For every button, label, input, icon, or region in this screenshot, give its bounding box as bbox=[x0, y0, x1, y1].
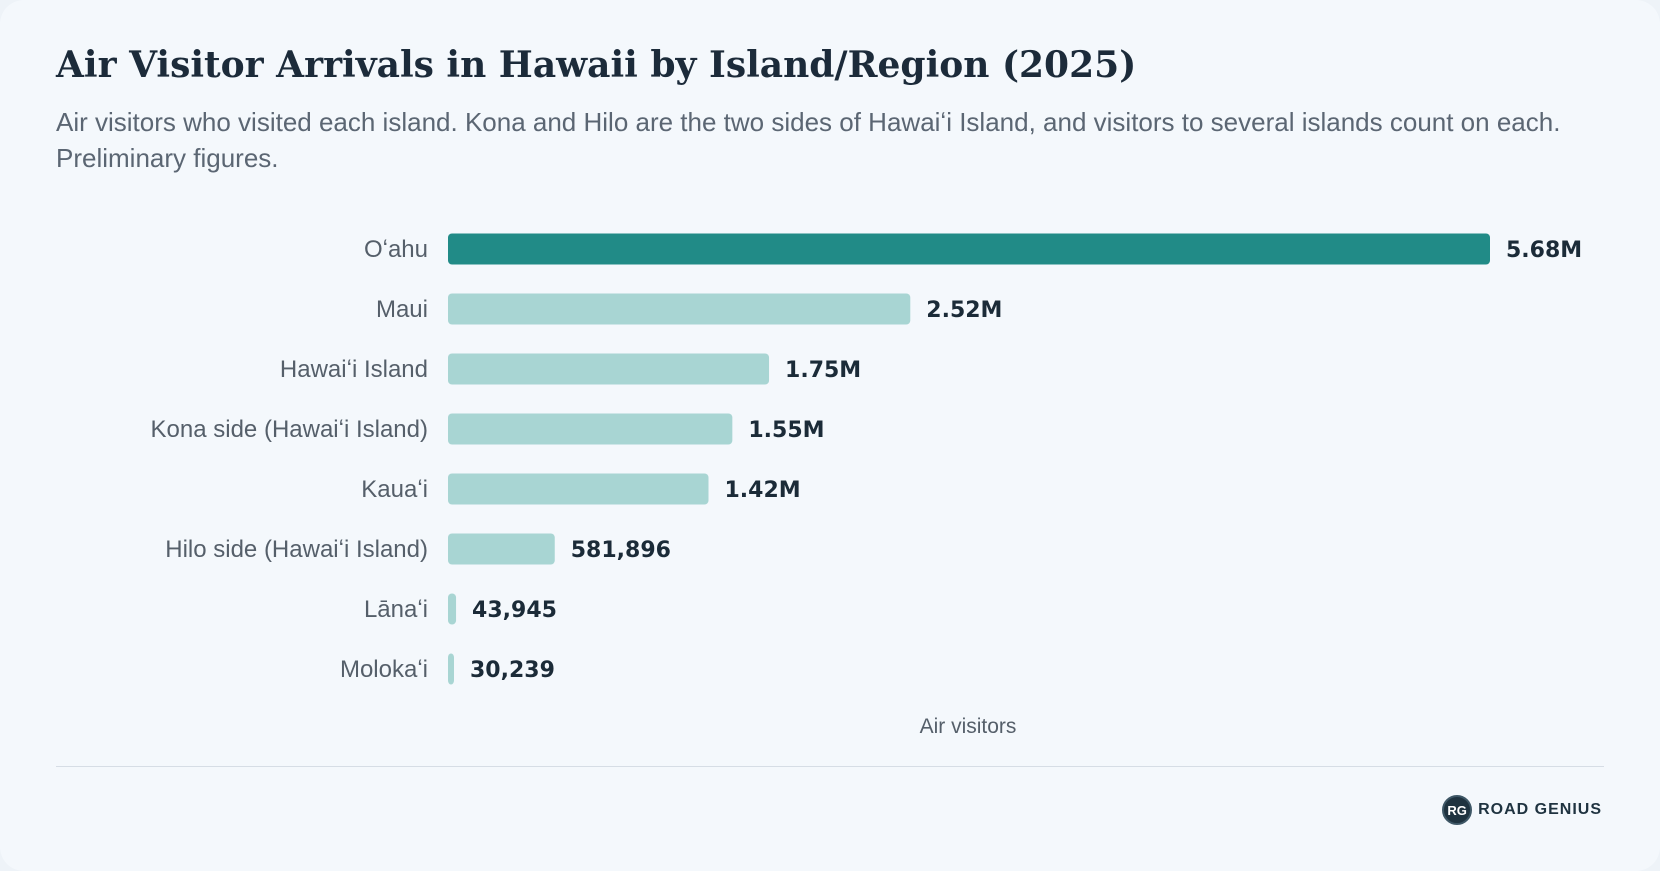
value-label: 1.55M bbox=[748, 418, 824, 443]
brand-logo: RG ROAD GENIUS bbox=[1442, 795, 1602, 825]
category-label: Kona side (Hawaiʻi Island) bbox=[151, 416, 428, 443]
bar bbox=[448, 353, 770, 385]
brand-name: ROAD GENIUS bbox=[1478, 801, 1602, 818]
bar-chart: Oʻahu 5.68M Maui 2.52M Hawaiʻi Island 1.75M Ko… bbox=[151, 233, 1582, 738]
chart-title: Air Visitor Arrivals in Hawaii by Island… bbox=[56, 44, 1137, 86]
value-label: 30,239 bbox=[470, 658, 555, 683]
category-label: Oʻahu bbox=[364, 236, 428, 263]
bar bbox=[448, 653, 454, 685]
value-label: 43,945 bbox=[472, 598, 557, 623]
value-label: 2.52M bbox=[926, 298, 1002, 323]
road-genius-logo-icon: RG bbox=[1442, 795, 1473, 825]
chart-subtitle: Air visitors who visited each island. Ko… bbox=[56, 107, 1561, 173]
category-label: Kauaʻi bbox=[361, 476, 428, 503]
value-label: 1.42M bbox=[725, 478, 801, 503]
x-axis-label: Air visitors bbox=[920, 715, 1017, 738]
bar bbox=[448, 593, 457, 625]
bar bbox=[448, 533, 555, 565]
category-label: Hilo side (Hawaiʻi Island) bbox=[165, 536, 428, 563]
footer-divider bbox=[56, 766, 1604, 767]
bar bbox=[448, 293, 911, 325]
category-label: Maui bbox=[376, 296, 428, 323]
value-label: 5.68M bbox=[1506, 238, 1582, 263]
bar bbox=[448, 473, 709, 505]
bar bbox=[448, 413, 733, 445]
category-label: Molokaʻi bbox=[340, 656, 428, 683]
category-label: Lānaʻi bbox=[364, 596, 428, 623]
category-label: Hawaiʻi Island bbox=[280, 356, 428, 383]
bar bbox=[448, 233, 1490, 265]
value-label: 1.75M bbox=[785, 358, 861, 383]
value-label: 581,896 bbox=[571, 538, 671, 563]
